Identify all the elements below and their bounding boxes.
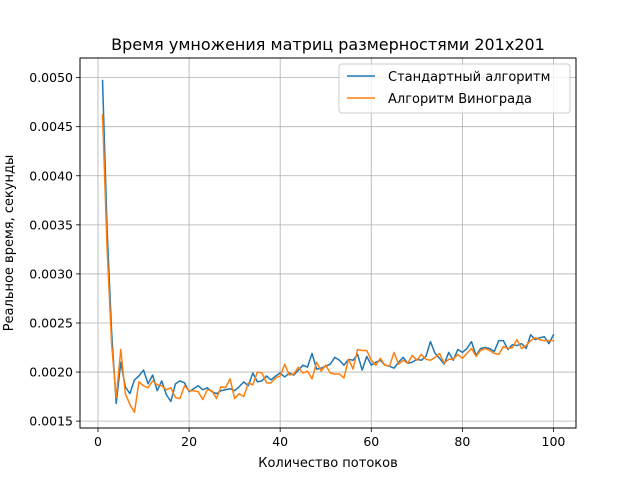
x-tick-label: 40 xyxy=(272,434,288,449)
x-tick-label: 80 xyxy=(454,434,470,449)
x-tick-label: 20 xyxy=(181,434,197,449)
legend-box xyxy=(338,63,571,114)
legend-label-standard: Стандартный алгоритм xyxy=(388,70,550,85)
series-lines xyxy=(101,79,555,414)
series-line-0 xyxy=(101,79,555,405)
x-tick-label: 60 xyxy=(363,434,379,449)
y-axis-label: Реальное время, секунды xyxy=(2,155,17,332)
series-line-1 xyxy=(101,114,555,414)
x-tick-label: 100 xyxy=(542,434,566,449)
y-tick-label: 0.0015 xyxy=(29,414,73,429)
legend: Стандартный алгоритм Алгоритм Винограда xyxy=(338,63,571,114)
x-axis-label: Количество потоков xyxy=(258,456,398,471)
y-tick-label: 0.0040 xyxy=(29,168,73,183)
y-tick-label: 0.0035 xyxy=(29,217,73,232)
y-tick-label: 0.0025 xyxy=(29,315,73,330)
ticks: 0 20 40 60 80 100 0.0015 0.0020 0.0025 0.0030 0.00… xyxy=(29,70,565,449)
y-tick-label: 0.0045 xyxy=(29,119,73,134)
y-tick-label: 0.0030 xyxy=(29,266,73,281)
x-tick-label: 0 xyxy=(94,434,102,449)
plot-frame xyxy=(79,57,577,429)
grid xyxy=(80,58,576,428)
y-tick-label: 0.0050 xyxy=(29,70,73,85)
chart-title: Время умножения матриц размерностями 201… xyxy=(111,35,545,54)
legend-label-winograd: Алгоритм Винограда xyxy=(388,92,532,107)
y-tick-label: 0.0020 xyxy=(29,365,73,380)
